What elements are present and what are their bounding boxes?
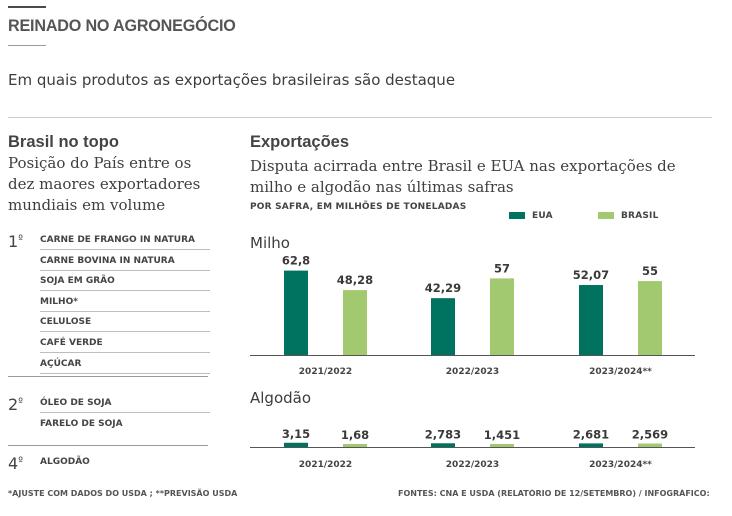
- ranking-item: ÓLEO DE SOJA: [40, 393, 210, 413]
- ranking-item: CELULOSE: [40, 312, 210, 333]
- ranking-item: SOJA EM GRÃO: [40, 271, 210, 292]
- bar-brasil: [638, 443, 662, 447]
- category-tick-label: 2021/2022: [299, 367, 352, 377]
- legend-brasil-label: BRASIL: [621, 211, 659, 221]
- rank-number: 2º: [8, 395, 23, 414]
- bar-value-label: 52,07: [573, 268, 609, 282]
- category-tick-label: 2023/2024**: [589, 460, 652, 470]
- ranking-item: CARNE DE FRANGO IN NATURA: [40, 230, 210, 250]
- ranking-item: MILHO*: [40, 292, 210, 312]
- legend-eua-swatch: [509, 212, 525, 219]
- bar-value-label: 2,681: [573, 427, 609, 441]
- left-description: Posição do País entre os dez maores expo…: [8, 154, 201, 214]
- header-bottom-rule: [8, 45, 46, 46]
- group-divider: [8, 445, 208, 447]
- category-tick-label: 2023/2024**: [589, 367, 652, 377]
- bar-value-label: 3,15: [282, 427, 310, 441]
- bar-brasil: [490, 444, 514, 447]
- bar-value-label: 2,783: [425, 427, 461, 441]
- ranking-item: FARELO DE SOJA: [40, 418, 123, 429]
- bar-brasil: [343, 444, 367, 447]
- bar-value-label: 1,68: [341, 428, 369, 442]
- bar-eua: [284, 442, 308, 447]
- section-divider: [8, 117, 712, 118]
- legend-eua-label: EUA: [532, 211, 553, 221]
- bar-value-label: 48,28: [337, 273, 373, 287]
- right-description: Disputa acirrada entre Brasil e EUA nas …: [250, 157, 676, 196]
- rank-number: 1º: [8, 232, 23, 251]
- unit-note: POR SAFRA, EM MILHÕES DE TONELADAS: [250, 202, 467, 212]
- ranking-item: CAFÉ VERDE: [40, 333, 210, 353]
- bar-value-label: 57: [494, 261, 510, 275]
- page-subtitle: Em quais produtos as exportações brasile…: [8, 71, 456, 89]
- bar-value-label: 1,451: [484, 428, 520, 442]
- bar-eua: [579, 285, 603, 355]
- header-top-rule: [8, 6, 46, 8]
- bar-value-label: 55: [642, 264, 658, 278]
- bar-value-label: 42,29: [425, 281, 461, 295]
- category-tick-label: 2021/2022: [299, 460, 352, 470]
- category-tick-label: 2022/2023: [446, 367, 499, 377]
- page-title: REINADO NO AGRONEGÓCIO: [8, 16, 236, 35]
- bar-value-label: 62,8: [282, 254, 310, 268]
- source-credit: FONTES: CNA E USDA (RELATÓRIO DE 12/SETE…: [398, 489, 710, 498]
- bar-brasil: [343, 290, 367, 355]
- bar-eua: [431, 298, 455, 355]
- chart-title-milho: Milho: [250, 234, 290, 252]
- group-divider: [8, 376, 208, 378]
- bar-eua: [284, 270, 308, 355]
- category-tick-label: 2022/2023: [446, 460, 499, 470]
- ranking-item: ALGODÃO: [40, 457, 90, 467]
- bar-eua: [431, 443, 455, 447]
- legend-brasil-swatch: [598, 212, 614, 219]
- chart-title-algodao: Algodão: [250, 389, 312, 407]
- right-heading: Exportações: [250, 133, 350, 151]
- left-heading: Brasil no topo: [8, 133, 119, 151]
- ranking-item: CARNE BOVINA IN NATURA: [40, 251, 210, 271]
- bar-eua: [579, 443, 603, 447]
- bar-brasil: [638, 281, 662, 355]
- footnote: *AJUSTE COM DADOS DO USDA ; **PREVISÃO U…: [8, 489, 238, 498]
- bar-value-label: 2,569: [632, 428, 668, 442]
- ranking-item: AÇÚCAR: [40, 354, 210, 374]
- rank-number: 4º: [8, 454, 23, 473]
- bar-brasil: [490, 278, 514, 355]
